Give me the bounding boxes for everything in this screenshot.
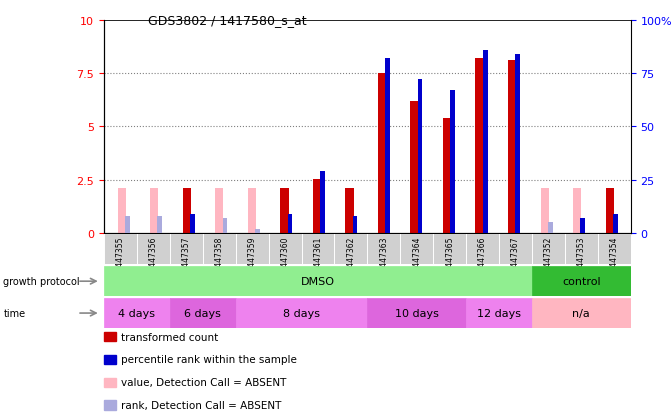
- Bar: [417, 80, 423, 233]
- Bar: [215, 189, 223, 233]
- Bar: [476, 59, 484, 233]
- Bar: [288, 214, 293, 233]
- Text: GSM447364: GSM447364: [412, 236, 421, 282]
- Text: 6 days: 6 days: [185, 309, 221, 318]
- Bar: [573, 189, 581, 233]
- Bar: [320, 172, 325, 233]
- Text: percentile rank within the sample: percentile rank within the sample: [121, 355, 297, 365]
- Text: GSM447360: GSM447360: [280, 236, 290, 282]
- Text: GSM447352: GSM447352: [544, 236, 553, 282]
- Bar: [613, 214, 617, 233]
- Bar: [532, 299, 631, 328]
- Text: GDS3802 / 1417580_s_at: GDS3802 / 1417580_s_at: [148, 14, 306, 27]
- Text: 10 days: 10 days: [395, 309, 439, 318]
- Text: GSM447367: GSM447367: [511, 236, 520, 282]
- Text: GSM447358: GSM447358: [215, 236, 223, 282]
- Text: 8 days: 8 days: [283, 309, 320, 318]
- Text: transformed count: transformed count: [121, 332, 218, 342]
- Text: GSM447361: GSM447361: [313, 236, 323, 282]
- Bar: [580, 218, 585, 233]
- Bar: [118, 189, 126, 233]
- Bar: [508, 61, 516, 233]
- Text: n/a: n/a: [572, 309, 590, 318]
- Bar: [378, 74, 386, 233]
- Text: control: control: [562, 277, 601, 287]
- Text: GSM447357: GSM447357: [182, 236, 191, 282]
- Bar: [605, 189, 614, 233]
- Bar: [158, 216, 162, 233]
- Text: GSM447366: GSM447366: [478, 236, 487, 282]
- Text: GSM447355: GSM447355: [116, 236, 125, 282]
- Bar: [352, 216, 358, 233]
- Text: time: time: [3, 309, 25, 318]
- Bar: [346, 189, 354, 233]
- Text: GSM447363: GSM447363: [379, 236, 389, 282]
- Bar: [313, 179, 321, 233]
- Text: GSM447353: GSM447353: [577, 236, 586, 282]
- Bar: [515, 55, 520, 233]
- Bar: [104, 299, 170, 328]
- Bar: [368, 299, 466, 328]
- Text: GSM447365: GSM447365: [445, 236, 454, 282]
- Text: GSM447362: GSM447362: [346, 236, 356, 282]
- Bar: [532, 267, 631, 297]
- Bar: [450, 91, 455, 233]
- Bar: [223, 218, 227, 233]
- Bar: [125, 216, 130, 233]
- Text: GSM447356: GSM447356: [149, 236, 158, 282]
- Bar: [280, 189, 289, 233]
- Text: GSM447354: GSM447354: [610, 236, 619, 282]
- Bar: [443, 119, 451, 233]
- Bar: [248, 189, 256, 233]
- Bar: [170, 299, 236, 328]
- Text: growth protocol: growth protocol: [3, 277, 80, 287]
- Text: 12 days: 12 days: [477, 309, 521, 318]
- Bar: [466, 299, 532, 328]
- Text: rank, Detection Call = ABSENT: rank, Detection Call = ABSENT: [121, 400, 281, 410]
- Bar: [255, 229, 260, 233]
- Text: 4 days: 4 days: [118, 309, 156, 318]
- Text: value, Detection Call = ABSENT: value, Detection Call = ABSENT: [121, 377, 286, 387]
- Bar: [150, 189, 158, 233]
- Text: GSM447359: GSM447359: [248, 236, 256, 282]
- Bar: [236, 299, 368, 328]
- Bar: [385, 59, 390, 233]
- Bar: [541, 189, 549, 233]
- Bar: [548, 223, 552, 233]
- Text: DMSO: DMSO: [301, 277, 335, 287]
- Bar: [183, 189, 191, 233]
- Bar: [104, 267, 532, 297]
- Bar: [482, 50, 488, 233]
- Bar: [190, 214, 195, 233]
- Bar: [411, 102, 419, 233]
